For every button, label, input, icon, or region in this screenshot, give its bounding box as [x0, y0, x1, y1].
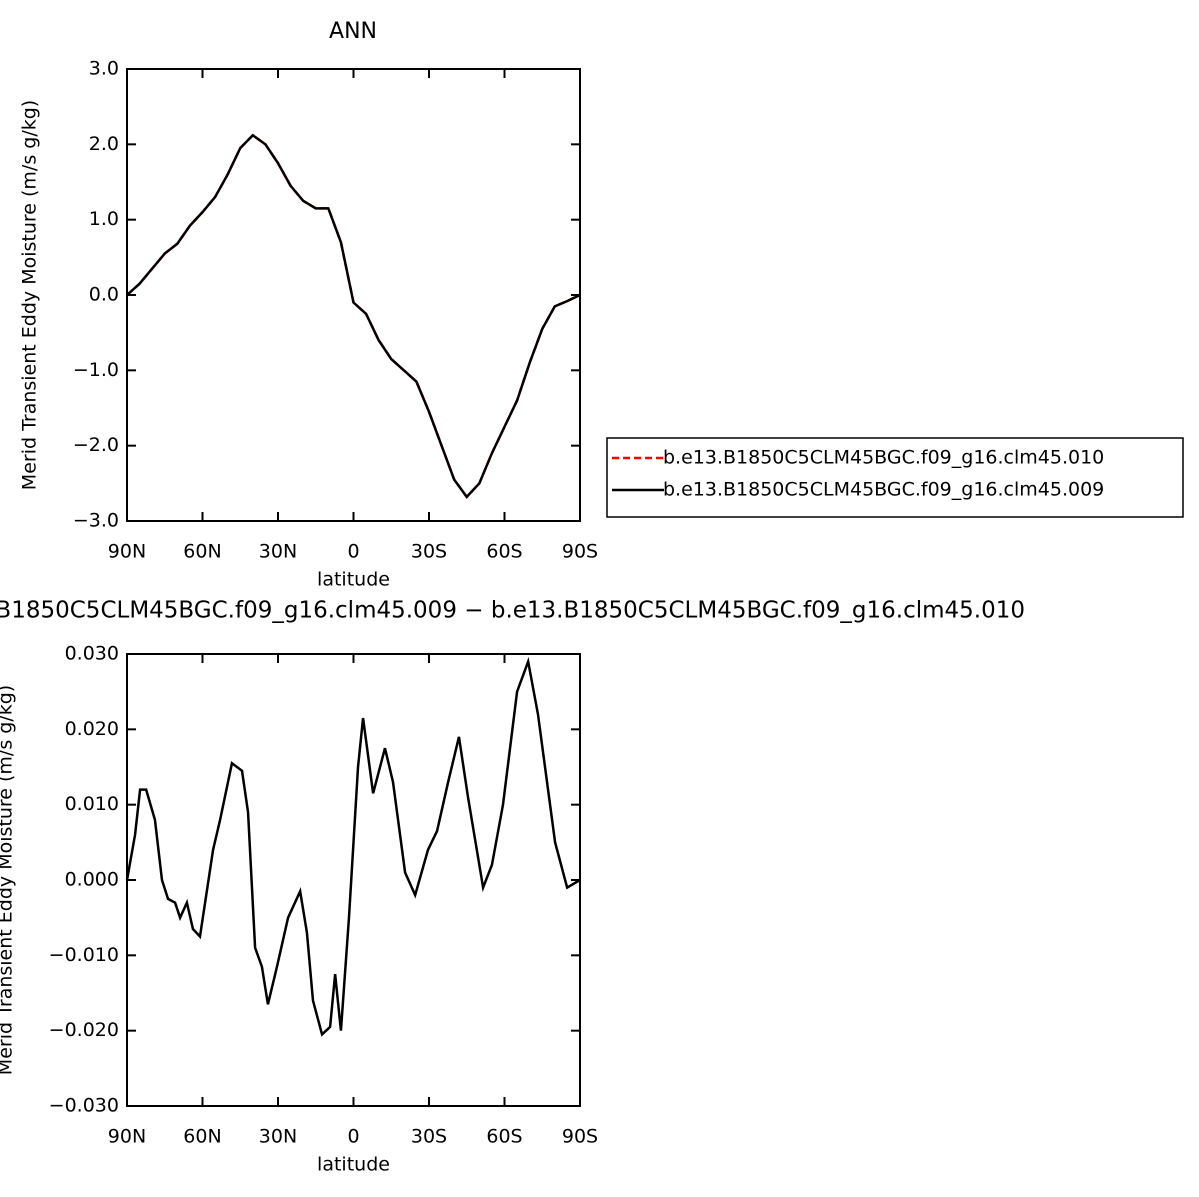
y-tick-label: −0.030	[49, 1095, 119, 1117]
data-line	[126, 133, 581, 499]
y-axis-label: Merid Transient Eddy Moisture (m/s g/kg)	[19, 100, 41, 490]
y-tick-label: −2.0	[73, 434, 119, 456]
y-tick-label: −0.010	[49, 944, 119, 966]
x-tick-label: 30N	[259, 541, 297, 563]
y-tick-label: 0.0	[89, 284, 119, 306]
data-line	[125, 656, 581, 1037]
x-tick-label: 30S	[411, 541, 447, 563]
x-tick-label: 60S	[486, 541, 522, 563]
y-tick-label: 1.0	[89, 208, 119, 230]
x-axis-label: latitude	[317, 569, 390, 591]
x-tick-label: 90N	[108, 541, 146, 563]
y-tick-label: −0.020	[49, 1019, 119, 1041]
x-tick-label: 90N	[108, 1126, 146, 1148]
x-tick-label: 30N	[259, 1126, 297, 1148]
x-tick-label: 90S	[562, 541, 598, 563]
y-tick-label: 0.000	[65, 869, 119, 891]
y-tick-label: 0.010	[65, 793, 119, 815]
chart-title: b.e13.B1850C5CLM45BGC.f09_g16.clm45.009 …	[0, 598, 1025, 624]
y-tick-label: −3.0	[73, 510, 119, 532]
plot-frame	[126, 68, 581, 522]
plot-frame	[126, 653, 581, 1107]
x-tick-label: 60S	[486, 1126, 522, 1148]
x-tick-label: 30S	[411, 1126, 447, 1148]
legend-label: b.e13.B1850C5CLM45BGC.f09_g16.clm45.010	[663, 447, 1104, 469]
chart-title: ANN	[329, 19, 377, 44]
legend-box	[606, 437, 1184, 518]
x-axis-label: latitude	[317, 1154, 390, 1176]
legend-label: b.e13.B1850C5CLM45BGC.f09_g16.clm45.009	[663, 479, 1104, 501]
x-tick-label: 60N	[183, 541, 221, 563]
x-tick-label: 60N	[183, 1126, 221, 1148]
x-tick-label: 90S	[562, 1126, 598, 1148]
data-line	[126, 133, 581, 499]
y-tick-label: 3.0	[89, 58, 119, 80]
y-tick-label: 0.030	[65, 643, 119, 665]
y-tick-label: 2.0	[89, 133, 119, 155]
y-tick-label: 0.020	[65, 718, 119, 740]
x-tick-label: 0	[347, 541, 359, 563]
x-tick-label: 0	[347, 1126, 359, 1148]
y-tick-label: −1.0	[73, 359, 119, 381]
y-axis-label: Merid Transient Eddy Moisture (m/s g/kg)	[0, 685, 17, 1075]
